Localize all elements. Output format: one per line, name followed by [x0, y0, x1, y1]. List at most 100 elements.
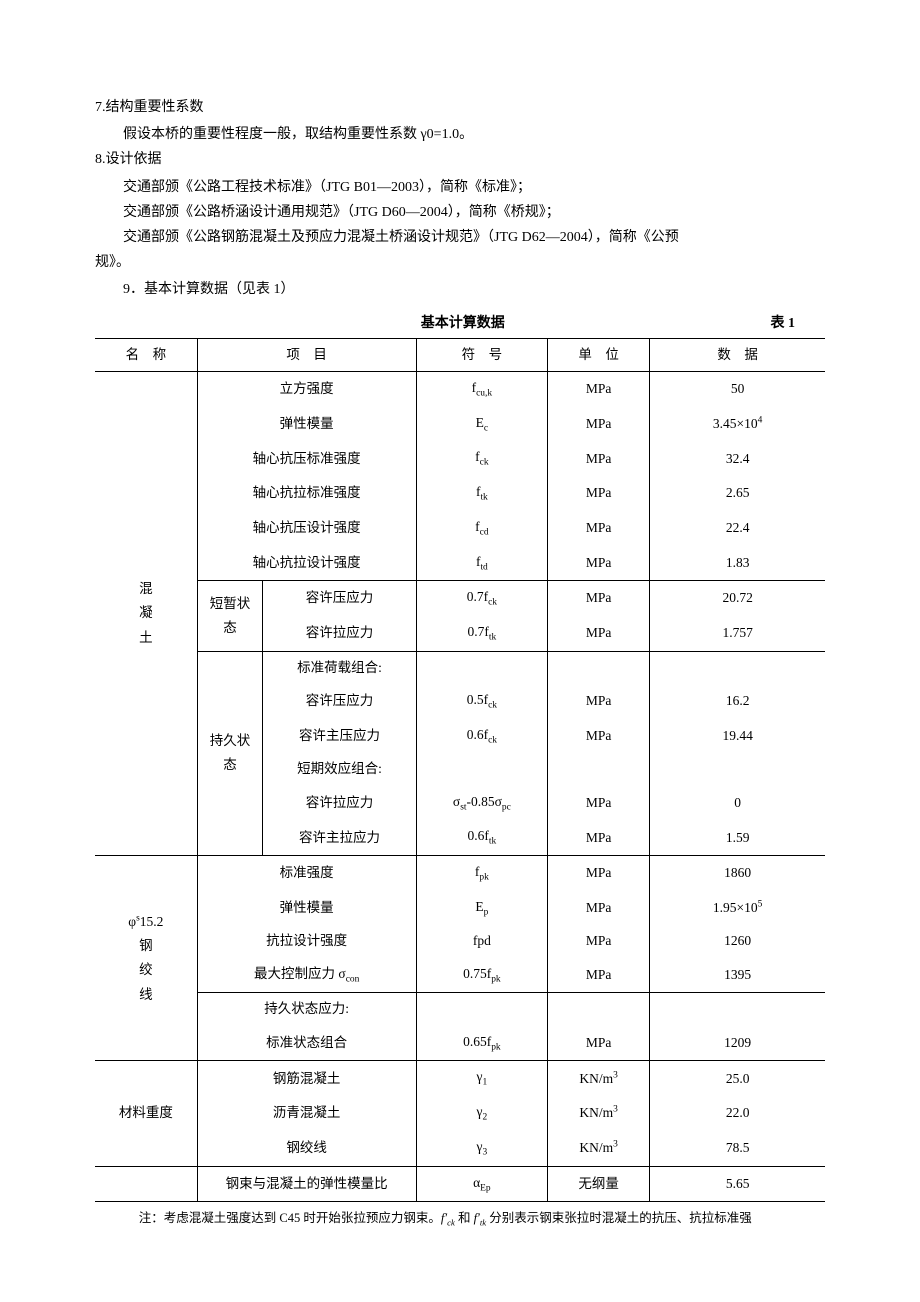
section-8-line3: 交通部颁《公路钢筋混凝土及预应力混凝土桥涵设计规范》（JTG D62—2004）…: [95, 225, 825, 250]
item-cell: 容许拉应力: [263, 616, 416, 651]
symbol-cell: [416, 753, 547, 785]
unit-cell: KN/m3: [548, 1061, 650, 1096]
unit-cell: MPa: [548, 891, 650, 926]
item-cell: 容许主拉应力: [263, 820, 416, 855]
value-cell: 1260: [650, 925, 825, 957]
th-item: 项 目: [197, 338, 416, 371]
value-cell: 1.83: [650, 546, 825, 581]
table-number: 表 1: [771, 311, 826, 336]
unit-cell: KN/m3: [548, 1131, 650, 1166]
item-cell: 容许压应力: [263, 684, 416, 719]
value-cell: 22.0: [650, 1096, 825, 1131]
unit-cell: MPa: [548, 684, 650, 719]
value-cell: 1395: [650, 958, 825, 993]
value-cell: 1.59: [650, 820, 825, 855]
table-note: 注：考虑混凝土强度达到 C45 时开始张拉预应力钢束。f′ck 和 f′tk 分…: [95, 1208, 825, 1230]
item-cell: 短期效应组合:: [263, 753, 416, 785]
unit-cell: MPa: [548, 476, 650, 511]
unit-cell: MPa: [548, 511, 650, 546]
value-cell: 1.757: [650, 616, 825, 651]
table-caption-row: 基本计算数据 表 1: [95, 311, 825, 336]
value-cell: 32.4: [650, 441, 825, 476]
value-cell: 50: [650, 371, 825, 406]
symbol-cell: fpd: [416, 925, 547, 957]
value-cell: 1860: [650, 856, 825, 891]
value-cell: 0: [650, 786, 825, 821]
value-cell: 16.2: [650, 684, 825, 719]
value-cell: [650, 993, 825, 1026]
unit-cell: MPa: [548, 925, 650, 957]
item-cell: 容许压应力: [263, 581, 416, 616]
item-cell: 立方强度: [197, 371, 416, 406]
symbol-cell: 0.6ftk: [416, 820, 547, 855]
section-7-body: 假设本桥的重要性程度一般，取结构重要性系数 γ0=1.0。: [95, 122, 825, 147]
value-cell: [650, 651, 825, 684]
item-cell: 标准强度: [197, 856, 416, 891]
section-9-heading: 9．基本计算数据（见表 1）: [95, 277, 825, 302]
unit-cell: MPa: [548, 1026, 650, 1061]
unit-cell: MPa: [548, 786, 650, 821]
table-header-row: 名 称 项 目 符 号 单 位 数 据: [95, 338, 825, 371]
symbol-cell: ftd: [416, 546, 547, 581]
unit-cell: MPa: [548, 616, 650, 651]
unit-cell: [548, 993, 650, 1026]
symbol-cell: γ2: [416, 1096, 547, 1131]
value-cell: 20.72: [650, 581, 825, 616]
value-cell: 3.45×104: [650, 407, 825, 442]
sub-state-cell: 短暂状态: [197, 581, 263, 651]
section-8-heading: 8.设计依据: [95, 147, 825, 172]
th-symbol: 符 号: [416, 338, 547, 371]
item-cell: 轴心抗压标准强度: [197, 441, 416, 476]
sub-state-cell: 持久状态: [197, 651, 263, 855]
unit-cell: MPa: [548, 856, 650, 891]
table-caption: 基本计算数据: [155, 311, 771, 336]
symbol-cell: 0.7fck: [416, 581, 547, 616]
value-cell: 1209: [650, 1026, 825, 1061]
value-cell: 78.5: [650, 1131, 825, 1166]
item-cell: 标准状态组合: [197, 1026, 416, 1061]
unit-cell: MPa: [548, 958, 650, 993]
unit-cell: MPa: [548, 441, 650, 476]
item-cell: 标准荷载组合:: [263, 651, 416, 684]
th-unit: 单 位: [548, 338, 650, 371]
item-cell: 轴心抗压设计强度: [197, 511, 416, 546]
unit-cell: [548, 753, 650, 785]
unit-cell: [548, 651, 650, 684]
value-cell: 5.65: [650, 1166, 825, 1202]
value-cell: 1.95×105: [650, 891, 825, 926]
unit-cell: 无纲量: [548, 1166, 650, 1202]
value-cell: 2.65: [650, 476, 825, 511]
item-cell: 钢束与混凝土的弹性模量比: [197, 1166, 416, 1202]
symbol-cell: 0.6fck: [416, 719, 547, 754]
th-value: 数 据: [650, 338, 825, 371]
unit-cell: MPa: [548, 546, 650, 581]
unit-cell: MPa: [548, 719, 650, 754]
unit-cell: MPa: [548, 407, 650, 442]
item-cell: 抗拉设计强度: [197, 925, 416, 957]
item-cell: 容许主压应力: [263, 719, 416, 754]
symbol-cell: Ec: [416, 407, 547, 442]
group-name-cell: φs15.2钢绞线: [95, 856, 197, 1061]
symbol-cell: fcd: [416, 511, 547, 546]
symbol-cell: 0.5fck: [416, 684, 547, 719]
item-cell: 钢筋混凝土: [197, 1061, 416, 1096]
symbol-cell: [416, 651, 547, 684]
unit-cell: KN/m3: [548, 1096, 650, 1131]
item-cell: 弹性模量: [197, 407, 416, 442]
symbol-cell: fck: [416, 441, 547, 476]
symbol-cell: 0.7ftk: [416, 616, 547, 651]
symbol-cell: γ3: [416, 1131, 547, 1166]
symbol-cell: fcu,k: [416, 371, 547, 406]
value-cell: 19.44: [650, 719, 825, 754]
symbol-cell: αEp: [416, 1166, 547, 1202]
value-cell: 22.4: [650, 511, 825, 546]
value-cell: 25.0: [650, 1061, 825, 1096]
symbol-cell: γ1: [416, 1061, 547, 1096]
symbol-cell: fpk: [416, 856, 547, 891]
symbol-cell: [416, 993, 547, 1026]
item-cell: 弹性模量: [197, 891, 416, 926]
symbol-cell: ftk: [416, 476, 547, 511]
unit-cell: MPa: [548, 820, 650, 855]
section-8-line2: 交通部颁《公路桥涵设计通用规范》（JTG D60—2004），简称《桥规》；: [95, 200, 825, 225]
section-8-line3b: 规》。: [95, 250, 825, 275]
